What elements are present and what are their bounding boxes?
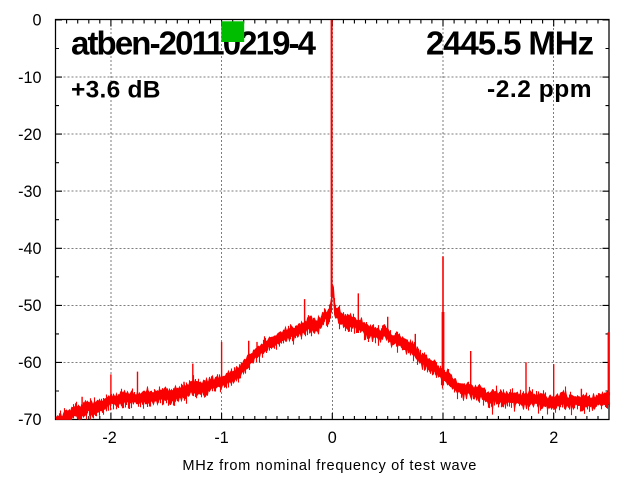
svg-text:2445.5 MHz: 2445.5 MHz [426, 25, 594, 62]
svg-text:-40: -40 [18, 240, 41, 258]
svg-text:+3.6 dB: +3.6 dB [71, 77, 161, 104]
svg-text:0: 0 [32, 12, 41, 30]
svg-text:-2: -2 [102, 429, 116, 447]
svg-text:MHz from nominal frequency of: MHz from nominal frequency of test wave [182, 458, 476, 474]
svg-text:-50: -50 [18, 297, 41, 315]
svg-text:-10: -10 [18, 69, 41, 87]
svg-text:-2.2 ppm: -2.2 ppm [487, 76, 592, 103]
svg-text:-20: -20 [18, 126, 41, 144]
svg-text:-1: -1 [214, 429, 228, 447]
svg-text:-30: -30 [18, 183, 41, 201]
svg-text:0: 0 [328, 429, 337, 447]
svg-text:atben-20110219-4: atben-20110219-4 [71, 25, 317, 62]
svg-text:-60: -60 [18, 354, 41, 372]
svg-text:-70: -70 [18, 411, 41, 429]
svg-text:1: 1 [438, 429, 447, 447]
svg-text:2: 2 [549, 429, 558, 447]
